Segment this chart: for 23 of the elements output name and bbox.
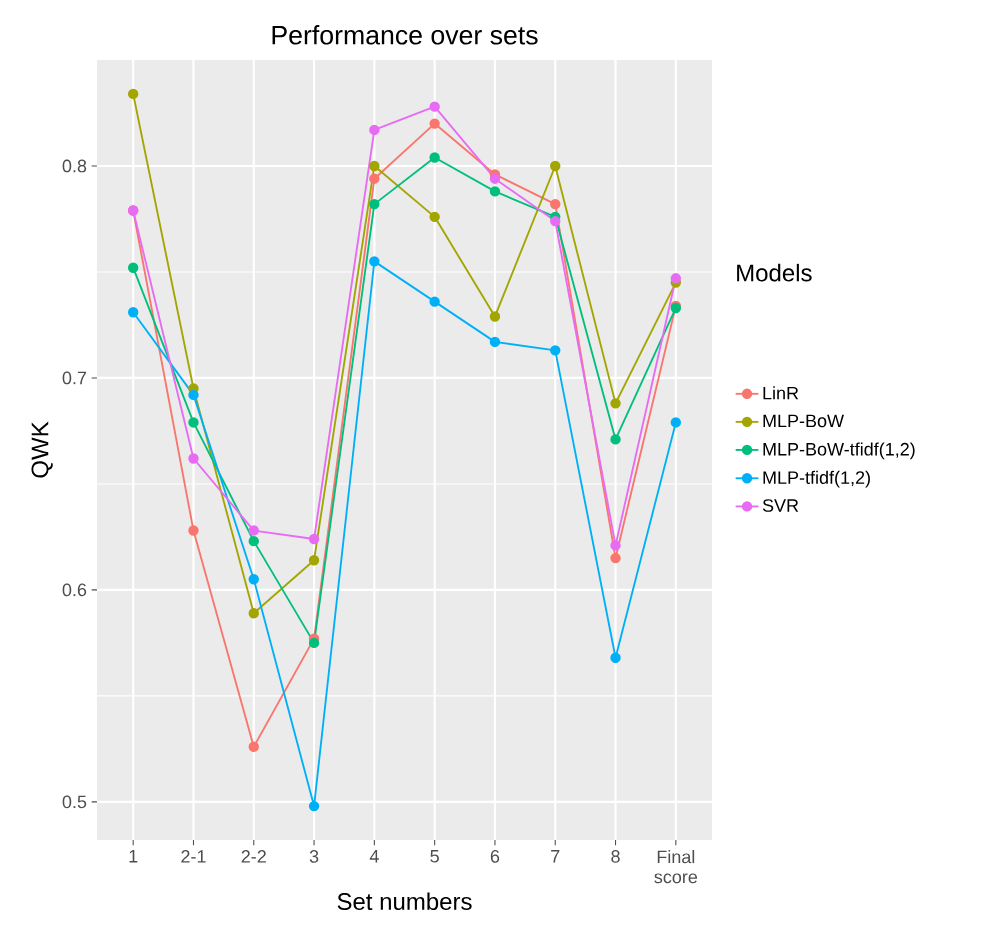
x-tick-label: 1 bbox=[129, 850, 138, 863]
x-tick-label: 4 bbox=[369, 850, 379, 863]
x-tick-label: 5 bbox=[430, 850, 439, 863]
legend-label: LinR bbox=[763, 386, 799, 400]
legend-label: SVR bbox=[762, 499, 799, 512]
x-tick-label: 2-2 bbox=[241, 850, 266, 863]
x-tick-label: 2-1 bbox=[181, 850, 206, 863]
legend-label: MLP-tfidf(1,2) bbox=[763, 470, 870, 488]
x-tick-label: 7 bbox=[551, 850, 560, 863]
legend-title: Models bbox=[737, 263, 812, 282]
y-tick-label: 0.7 bbox=[62, 371, 87, 385]
y-tick-label: 0.5 bbox=[62, 795, 87, 809]
legend-label: MLP-BoW bbox=[763, 414, 844, 428]
x-tick-label: Final score bbox=[654, 850, 698, 884]
y-tick-label: 0.6 bbox=[62, 583, 87, 597]
legend-label: MLP-BoW-tfidf(1,2) bbox=[763, 442, 915, 460]
x-axis-title: Set numbers bbox=[337, 892, 472, 911]
x-tick-label: 6 bbox=[490, 850, 500, 863]
x-tick-label: 8 bbox=[611, 850, 620, 863]
x-tick-label: 3 bbox=[309, 850, 319, 863]
y-axis-title: QWK bbox=[31, 421, 53, 478]
y-tick-label: 0.8 bbox=[62, 159, 87, 173]
chart-title: Performance over sets bbox=[272, 25, 538, 45]
